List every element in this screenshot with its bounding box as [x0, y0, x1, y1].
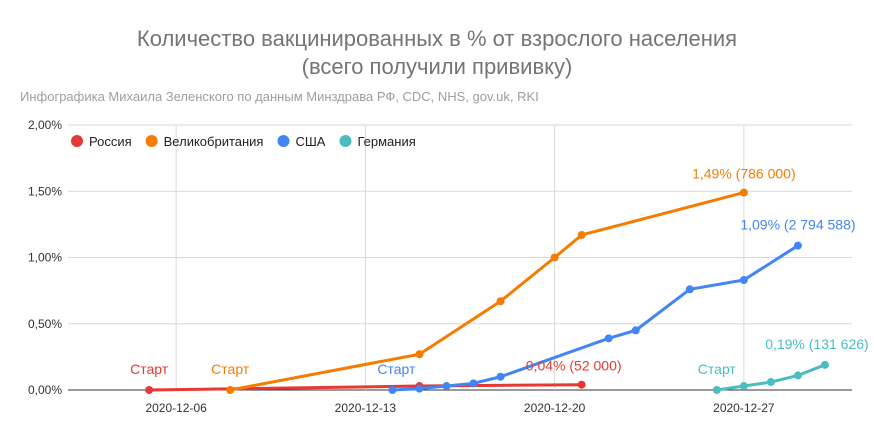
- legend-marker: [277, 135, 290, 147]
- data-point: [388, 386, 397, 394]
- data-point: [820, 360, 829, 369]
- chart-title-line-1: Количество вакцинированных в % от взросл…: [136, 26, 738, 51]
- x-tick-label: 2020-12-27: [713, 401, 775, 415]
- series-line-2: [390, 244, 800, 392]
- legend-marker: [339, 135, 352, 147]
- data-point: [739, 276, 748, 285]
- data-point: [766, 378, 775, 387]
- data-point: [442, 382, 451, 391]
- legend-label: Россия: [89, 134, 132, 149]
- chart-subtitle: Инфографика Михаила Зеленского по данным…: [20, 89, 539, 104]
- start-label: Старт: [377, 361, 416, 377]
- data-point: [415, 350, 424, 359]
- data-point: [469, 379, 478, 388]
- x-tick-label: 2020-12-13: [335, 401, 397, 415]
- data-point: [577, 380, 586, 389]
- legend-marker: [145, 135, 158, 147]
- x-tick-label: 2020-12-06: [145, 401, 207, 415]
- data-point: [739, 188, 748, 197]
- data-point: [604, 334, 613, 343]
- data-point: [712, 386, 721, 394]
- data-point: [145, 386, 154, 394]
- end-label: 0,04% (52 000): [526, 358, 622, 374]
- legend-marker: [71, 135, 83, 147]
- data-point: [793, 371, 802, 380]
- end-label: 1,09% (2 794 588): [740, 217, 855, 233]
- data-point: [577, 230, 586, 239]
- data-point: [550, 253, 559, 262]
- data-point: [415, 384, 424, 393]
- y-tick-label: 2,00%: [28, 118, 62, 132]
- end-label: 1,49% (786 000): [692, 166, 796, 182]
- y-tick-label: 0,00%: [28, 383, 62, 397]
- start-label: Старт: [211, 361, 250, 377]
- start-label: Старт: [130, 361, 169, 377]
- data-point: [496, 297, 505, 306]
- y-tick-label: 0,50%: [28, 317, 62, 331]
- data-point: [226, 386, 235, 394]
- legend-label: Великобритания: [164, 134, 264, 149]
- y-tick-label: 1,50%: [28, 184, 62, 198]
- chart-title-line-2: (всего получили прививку): [301, 54, 573, 79]
- y-tick-label: 1,00%: [28, 251, 62, 265]
- data-point: [685, 285, 694, 294]
- start-label: Старт: [698, 361, 737, 377]
- data-point: [496, 372, 505, 381]
- data-point: [793, 241, 802, 250]
- x-tick-label: 2020-12-20: [524, 401, 586, 415]
- legend-label: Германия: [357, 134, 415, 149]
- data-point: [739, 382, 748, 391]
- series-line-1: [228, 191, 746, 392]
- end-label: 0,19% (131 626): [765, 336, 869, 352]
- legend-label: США: [295, 134, 325, 149]
- data-point: [631, 326, 640, 335]
